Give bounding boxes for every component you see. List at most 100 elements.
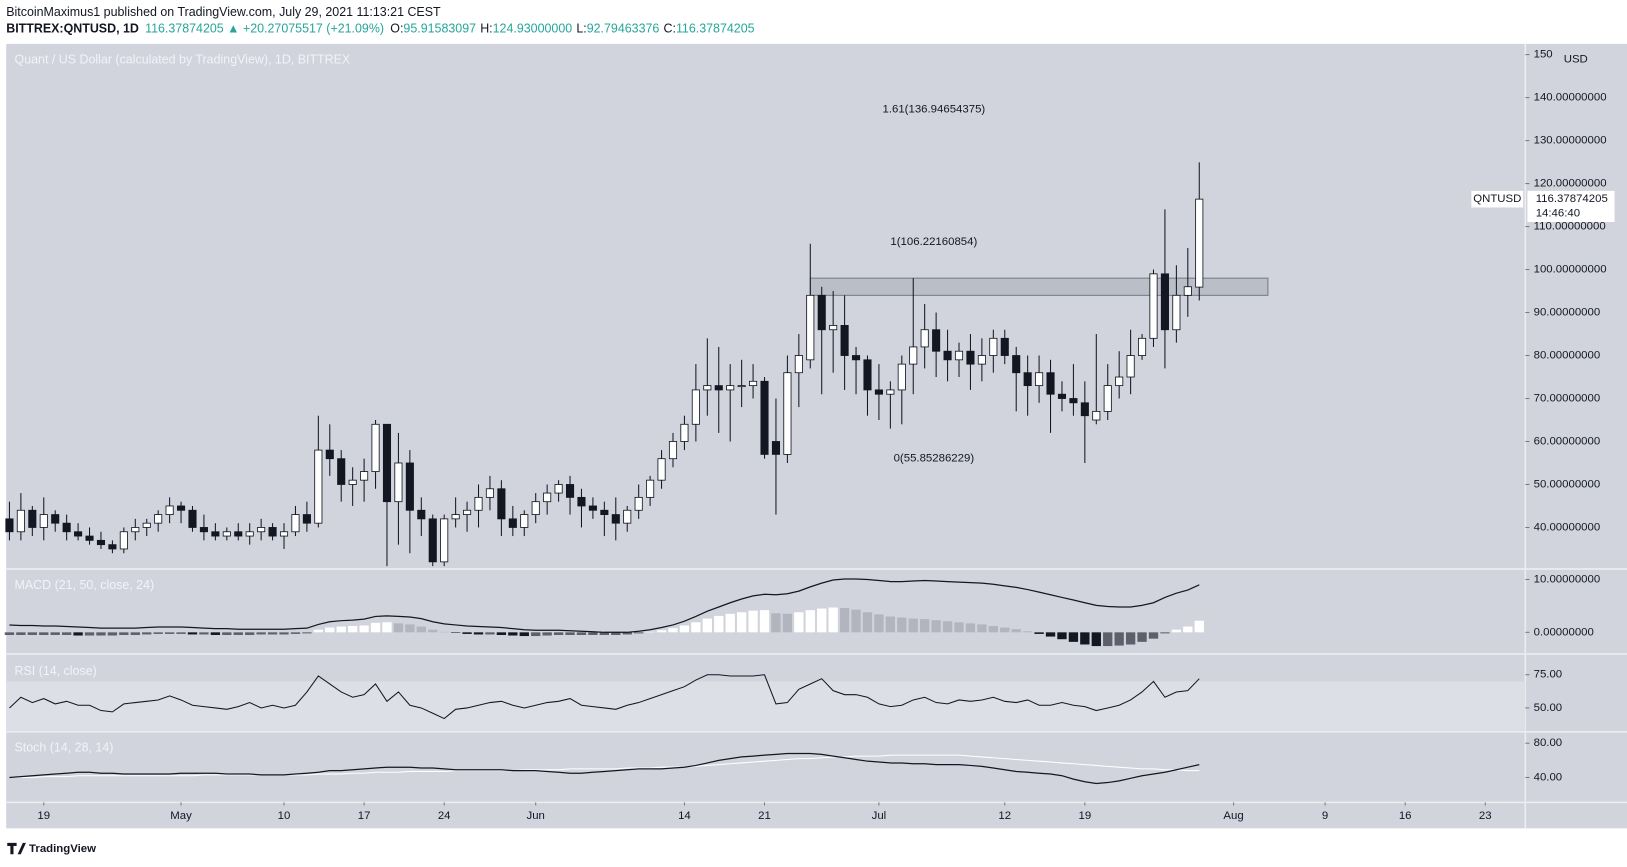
candle-body bbox=[623, 509, 632, 524]
candle-body bbox=[1069, 398, 1078, 404]
histogram-bar bbox=[1183, 626, 1193, 633]
histogram-bar bbox=[1080, 632, 1090, 645]
candle-body bbox=[1183, 286, 1192, 296]
candle-body bbox=[954, 350, 964, 361]
candle-body bbox=[314, 449, 323, 524]
candle-body bbox=[520, 514, 529, 528]
histogram-bar bbox=[668, 628, 678, 633]
x-tick-label: Jun bbox=[527, 810, 545, 822]
last-price-bg bbox=[1527, 190, 1615, 222]
histogram-bar bbox=[393, 623, 404, 633]
histogram-bar bbox=[61, 632, 72, 635]
candle-body bbox=[909, 346, 918, 365]
histogram-bar bbox=[942, 621, 953, 633]
candle-body bbox=[783, 372, 792, 455]
candle-body bbox=[62, 522, 71, 533]
histogram-bar bbox=[1091, 632, 1101, 647]
histogram-bar bbox=[1137, 632, 1147, 642]
candle-body bbox=[188, 509, 197, 528]
candle-body bbox=[257, 527, 266, 533]
footer-brand: TradingView bbox=[29, 843, 96, 855]
candle-body bbox=[977, 355, 986, 365]
candle-body bbox=[1149, 273, 1158, 339]
published-line: BitcoinMaximus1 published on TradingView… bbox=[6, 5, 441, 19]
y-tick-label: 60.00000000 bbox=[1534, 436, 1601, 448]
candle-body bbox=[646, 479, 655, 498]
candle-body bbox=[817, 294, 826, 331]
histogram-bar bbox=[1045, 632, 1056, 637]
ohlc-key: C: bbox=[664, 22, 676, 36]
symbol-tag: QNTUSD bbox=[1473, 193, 1521, 205]
histogram-bar bbox=[954, 622, 964, 633]
candle-body bbox=[131, 527, 140, 533]
histogram-bar bbox=[50, 632, 60, 635]
candle-body bbox=[932, 329, 941, 352]
histogram-bar bbox=[1000, 627, 1010, 633]
histogram-bar bbox=[1057, 632, 1067, 640]
candle-body bbox=[371, 423, 380, 472]
histogram-bar bbox=[920, 619, 930, 633]
y-tick-label: 120.00000000 bbox=[1534, 178, 1607, 190]
histogram-bar bbox=[107, 632, 118, 636]
candle-body bbox=[874, 389, 883, 395]
histogram-bar bbox=[965, 623, 976, 633]
histogram-bar bbox=[210, 632, 221, 635]
histogram-bar bbox=[1068, 632, 1079, 642]
candle-body bbox=[794, 355, 803, 374]
x-tick-label: 10 bbox=[278, 810, 291, 822]
x-tick-label: 17 bbox=[358, 810, 371, 822]
histogram-bar bbox=[645, 631, 655, 633]
histogram-bar bbox=[302, 632, 312, 634]
stoch-d-line bbox=[9, 754, 1200, 778]
histogram-bar bbox=[874, 614, 884, 633]
histogram-bar bbox=[336, 626, 346, 633]
candle-body bbox=[1126, 355, 1135, 378]
candle-body bbox=[440, 518, 449, 563]
main-title: Quant / US Dollar (calculated by Trading… bbox=[15, 53, 351, 67]
stoch-k-line bbox=[9, 752, 1200, 785]
fib-label: 0(55.85286229) bbox=[894, 452, 975, 464]
histogram-bar bbox=[199, 632, 209, 635]
candle-body bbox=[943, 350, 952, 361]
histogram-bar bbox=[576, 632, 587, 635]
candle-body bbox=[74, 531, 83, 537]
x-tick-label: 24 bbox=[438, 810, 451, 822]
histogram-bar bbox=[1171, 629, 1182, 633]
histogram-bar bbox=[4, 632, 15, 635]
histogram-bar bbox=[473, 632, 484, 635]
histogram-bar bbox=[187, 632, 198, 635]
histogram-bar bbox=[885, 616, 896, 633]
histogram-bar bbox=[84, 632, 95, 636]
histogram-bar bbox=[222, 632, 232, 635]
candle-body bbox=[897, 363, 906, 391]
histogram-bar bbox=[679, 625, 690, 633]
histogram-bar bbox=[794, 612, 804, 633]
y-tick-label: 50.00000000 bbox=[1534, 478, 1601, 490]
y-tick-label: 110.00000000 bbox=[1534, 221, 1606, 233]
candle-body bbox=[428, 518, 437, 563]
ohlc-value: 92.79463376 bbox=[587, 22, 660, 36]
ohlc-value: 95.91583097 bbox=[403, 22, 476, 36]
histogram-bar bbox=[1034, 632, 1044, 634]
candle-body bbox=[51, 514, 60, 524]
y-tick-label: 40.00 bbox=[1534, 771, 1563, 783]
histogram-bar bbox=[542, 632, 552, 636]
histogram-bar bbox=[565, 632, 575, 635]
y-tick-label: 100.00000000 bbox=[1534, 264, 1607, 276]
histogram-bar bbox=[176, 632, 186, 634]
footer-logo: TradingView bbox=[7, 842, 96, 855]
histogram-bar bbox=[1103, 632, 1113, 647]
candle-body bbox=[119, 531, 128, 550]
histogram-bar bbox=[839, 608, 850, 633]
x-tick-label: 19 bbox=[37, 810, 50, 822]
histogram-bar bbox=[908, 618, 918, 633]
x-tick-label: 19 bbox=[1079, 810, 1092, 822]
ohlc-value: 116.37874205 bbox=[676, 22, 755, 36]
x-tick-label: 16 bbox=[1399, 810, 1412, 822]
histogram-bar bbox=[119, 632, 129, 635]
ohlc-key: O: bbox=[390, 22, 403, 36]
histogram-bar bbox=[714, 615, 724, 633]
y-unit: USD bbox=[1564, 53, 1588, 65]
histogram-bar bbox=[382, 622, 392, 633]
histogram-bar bbox=[496, 632, 507, 635]
